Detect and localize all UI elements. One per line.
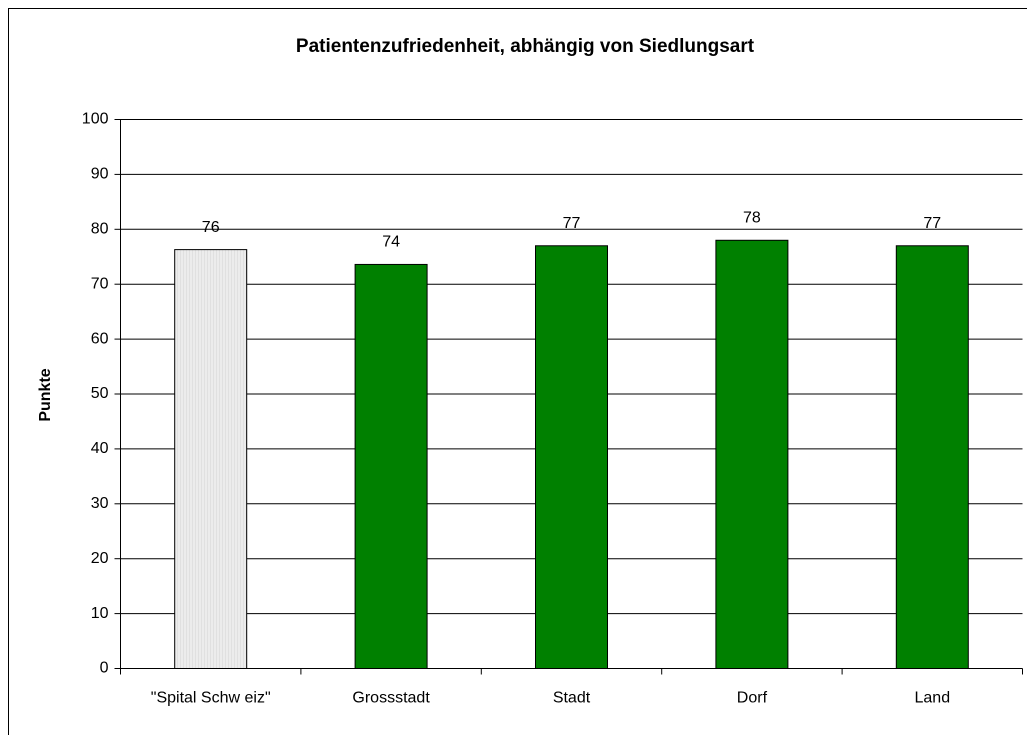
data-label: 77 <box>563 215 581 232</box>
y-tick-label: 60 <box>91 330 109 347</box>
y-axis-label: Punkte <box>37 368 54 421</box>
chart-border <box>8 8 1027 735</box>
y-tick-label: 40 <box>91 440 109 457</box>
y-tick-label: 50 <box>91 385 109 402</box>
bar <box>535 245 608 670</box>
x-tick-label: Dorf <box>737 690 768 707</box>
data-label: 76 <box>202 219 220 236</box>
y-tick-label: 70 <box>91 275 109 292</box>
y-tick-label: 100 <box>82 111 109 128</box>
y-tick-label: 10 <box>91 605 109 622</box>
chart-title: Patientenzufriedenheit, abhängig von Sie… <box>296 36 755 57</box>
x-tick-label: "Spital Schw eiz" <box>151 690 271 707</box>
bar <box>174 249 248 669</box>
bar <box>715 239 789 669</box>
y-tick-label: 20 <box>91 550 109 567</box>
data-label: 77 <box>923 215 941 232</box>
data-label: 74 <box>382 234 400 251</box>
y-tick-label: 80 <box>91 221 109 238</box>
bar <box>895 245 969 670</box>
y-tick-label: 0 <box>100 660 109 677</box>
data-label: 78 <box>743 209 761 226</box>
x-tick-label: Grossstadt <box>352 690 430 707</box>
x-tick-label: Stadt <box>553 690 591 707</box>
y-tick-label: 90 <box>91 166 109 183</box>
x-tick-label: Land <box>915 690 951 707</box>
y-tick-label: 30 <box>91 495 109 512</box>
bar <box>354 263 428 669</box>
